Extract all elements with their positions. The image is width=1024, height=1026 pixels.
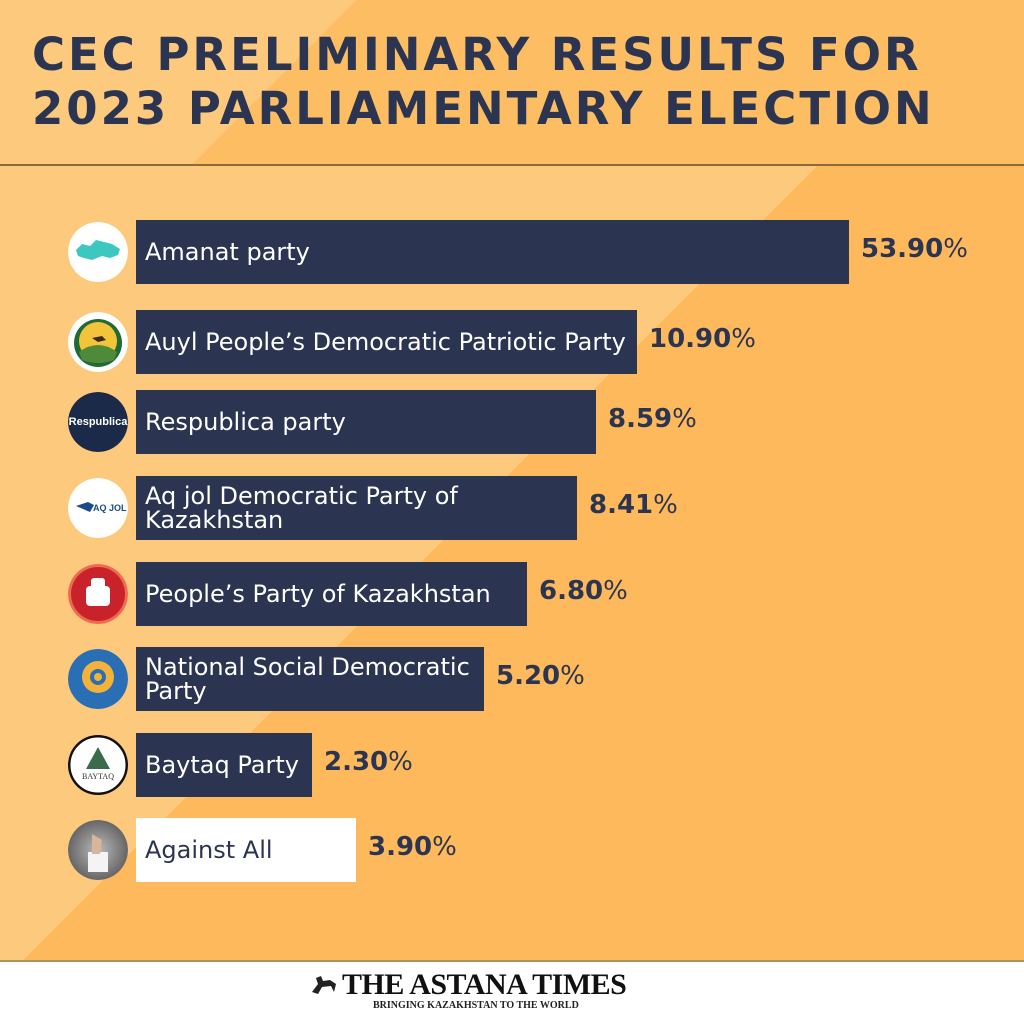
value-label: 2.30% — [324, 747, 413, 777]
value-number: 8.41 — [589, 490, 654, 520]
category-label: Auyl People’s Democratic Patriotic Party — [145, 328, 626, 356]
value-unit: % — [432, 832, 457, 862]
category-label: Aq jol Democratic Party of Kazakhstan — [145, 482, 458, 534]
bar: Auyl People’s Democratic Patriotic Party — [136, 310, 637, 374]
kazakhstan-map-logo-icon — [68, 222, 128, 282]
value-number: 8.59 — [608, 404, 673, 434]
bar-row: BAYTAQ Baytaq Party 2.30% — [0, 733, 1024, 797]
header-background — [0, 0, 1024, 165]
respublica-logo-icon: Respublica — [68, 392, 128, 452]
value-unit: % — [943, 234, 968, 264]
baytaq-logo-text: BAYTAQ — [82, 772, 114, 781]
bar: National Social Democratic Party — [136, 647, 484, 711]
footer-tagline: BRINGING KAZAKHSTAN TO THE WORLD — [373, 1000, 579, 1011]
respublica-logo-text: Respublica — [68, 392, 128, 452]
value-unit: % — [672, 404, 697, 434]
category-label: National Social Democratic Party — [145, 653, 470, 705]
value-number: 2.30 — [324, 747, 389, 777]
value-number: 10.90 — [649, 324, 732, 354]
bar: Aq jol Democratic Party of Kazakhstan — [136, 476, 577, 540]
value-label: 6.80% — [539, 576, 628, 606]
value-number: 6.80 — [539, 576, 604, 606]
category-label: Against All — [145, 836, 273, 864]
horse-rider-icon — [312, 976, 336, 994]
bar: Amanat party — [136, 220, 849, 284]
value-unit: % — [603, 576, 628, 606]
category-label: People’s Party of Kazakhstan — [145, 580, 491, 608]
auyl-horse-field-logo-icon — [68, 312, 128, 372]
value-unit: % — [653, 490, 678, 520]
value-unit: % — [731, 324, 756, 354]
bar-row: Auyl People’s Democratic Patriotic Party… — [0, 310, 1024, 374]
nsdp-flower-logo-icon — [68, 649, 128, 709]
category-label: Respublica party — [145, 408, 346, 436]
value-label: 53.90% — [861, 234, 968, 264]
bar-row: Against All 3.90% — [0, 818, 1024, 882]
value-label: 8.59% — [608, 404, 697, 434]
ballot-hand-logo-icon — [68, 820, 128, 880]
value-unit: % — [388, 747, 413, 777]
footer — [0, 960, 1024, 1026]
bar-row: AQ JOL Aq jol Democratic Party of Kazakhs… — [0, 476, 1024, 540]
category-label: Amanat party — [145, 238, 310, 266]
header-divider — [0, 164, 1024, 166]
bar-row: People’s Party of Kazakhstan 6.80% — [0, 562, 1024, 626]
aq-jol-logo-text: AQ JOL — [93, 503, 127, 513]
chart-title: CEC PRELIMINARY RESULTS FOR 2023 PARLIAM… — [32, 28, 935, 135]
bar: Baytaq Party — [136, 733, 312, 797]
baytaq-tree-logo-icon: BAYTAQ — [68, 735, 128, 795]
bar-row: Amanat party 53.90% — [0, 220, 1024, 284]
peoples-party-fists-logo-icon — [68, 564, 128, 624]
value-number: 53.90 — [861, 234, 944, 264]
bar: Against All — [136, 818, 356, 882]
category-label: Baytaq Party — [145, 751, 299, 779]
value-label: 10.90% — [649, 324, 756, 354]
value-label: 5.20% — [496, 661, 585, 691]
bar: Respublica party — [136, 390, 596, 454]
bar-row: National Social Democratic Party 5.20% — [0, 647, 1024, 711]
bar-row: Respublica Respublica party 8.59% — [0, 390, 1024, 454]
value-label: 3.90% — [368, 832, 457, 862]
aq-jol-logo-icon: AQ JOL — [68, 478, 128, 538]
value-label: 8.41% — [589, 490, 678, 520]
bar: People’s Party of Kazakhstan — [136, 562, 527, 626]
value-number: 5.20 — [496, 661, 561, 691]
value-unit: % — [560, 661, 585, 691]
footer-brand: THE ASTANA TIMES — [342, 968, 627, 1001]
value-number: 3.90 — [368, 832, 433, 862]
